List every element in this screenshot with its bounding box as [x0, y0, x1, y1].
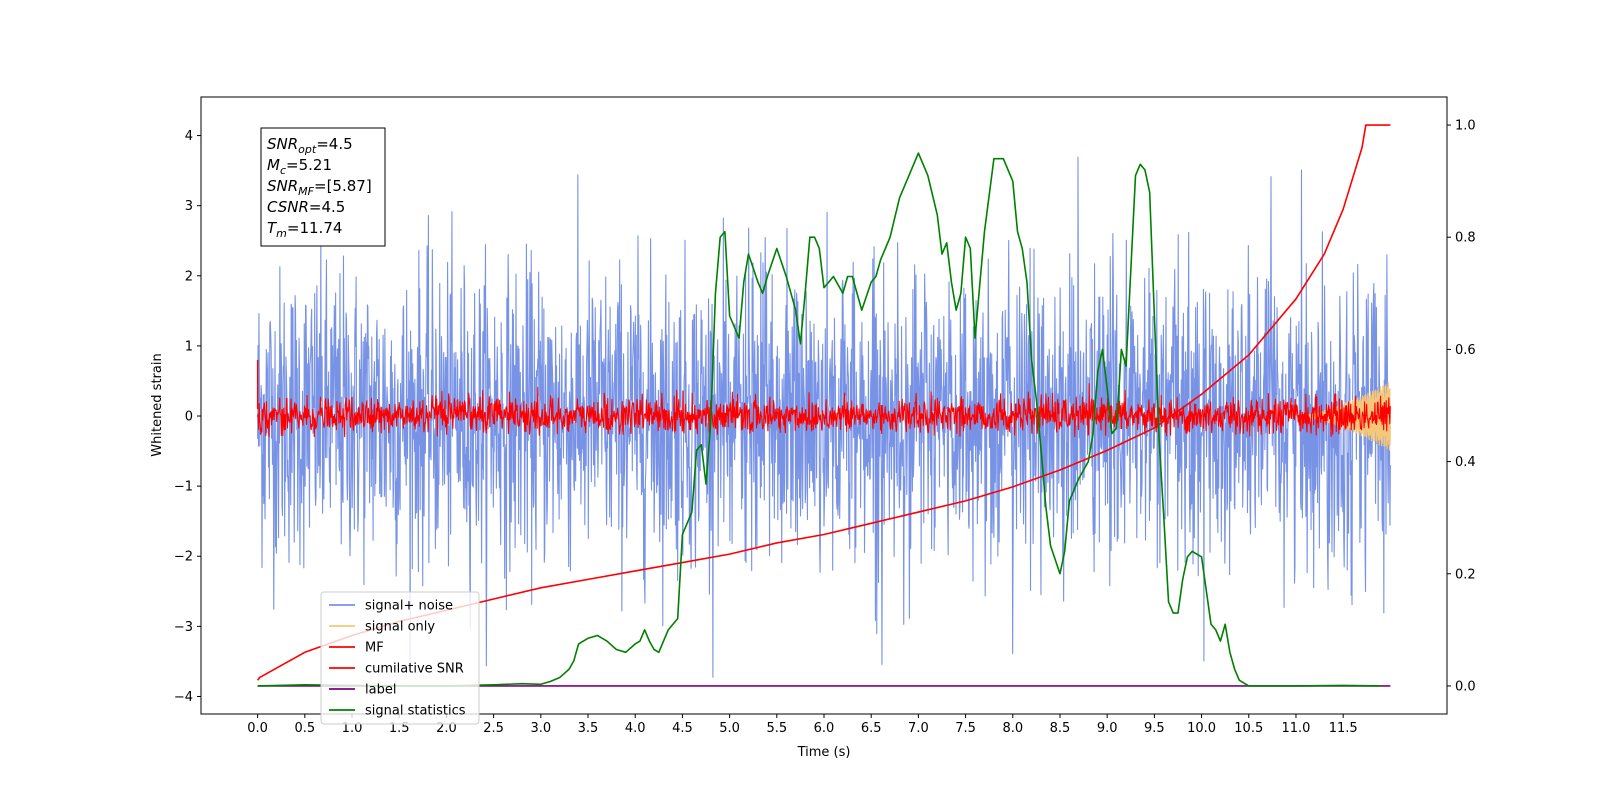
x-tick-label: 7.0 — [908, 721, 929, 736]
annotation-line: SNRopt=4.5 — [267, 135, 353, 156]
annotation-var: SNR — [267, 135, 298, 153]
y-axis-label: Whitened strain — [150, 353, 165, 456]
x-tick-label: 2.5 — [483, 721, 504, 736]
legend-entry: signal only — [365, 620, 435, 635]
y-right-tick-label: 0.2 — [1455, 567, 1476, 582]
annotation-sub: m — [276, 227, 287, 240]
annotation-line: Tm=11.74 — [267, 219, 342, 240]
x-tick-label: 11.0 — [1281, 721, 1310, 736]
series-line-0 — [257, 156, 1391, 678]
annotation-var: CSNR — [267, 198, 309, 216]
y-right-tick-label: 0.8 — [1455, 231, 1476, 246]
y-tick-label: 1 — [185, 339, 193, 354]
annotation-value: =5.21 — [286, 156, 332, 174]
x-axis: 0.0 0.5 1.0 1.5 2.0 2.5 3.0 3.5 4.0 4.5 5.0 5.5 6.0 6… — [247, 714, 1358, 736]
x-tick-label: 1.0 — [342, 721, 363, 736]
x-tick-label: 1.5 — [389, 721, 410, 736]
annotation-value: =4.5 — [316, 135, 352, 153]
annotation-line: SNRMF=[5.87] — [267, 177, 372, 198]
y-right-tick-label: 0.6 — [1455, 343, 1476, 358]
y-tick-label: 2 — [185, 269, 193, 284]
x-tick-label: 5.5 — [766, 721, 787, 736]
y-right-tick-label: 0.0 — [1455, 679, 1476, 694]
series-line-2 — [257, 382, 1391, 438]
x-tick-label: 6.0 — [814, 721, 835, 736]
x-tick-label: 7.5 — [955, 721, 976, 736]
x-tick-label: 3.0 — [530, 721, 551, 736]
x-tick-label: 9.5 — [1144, 721, 1165, 736]
y-axis-left: 4 3 2 1 0 −1 −2 −3 −4 — [174, 129, 201, 705]
annotation-line: CSNR=4.5 — [267, 198, 345, 216]
x-tick-label: 8.0 — [1002, 721, 1023, 736]
annotation-sub: c — [280, 164, 286, 177]
annotation-var: SNR — [267, 177, 298, 195]
x-tick-label: 10.0 — [1187, 721, 1216, 736]
y-tick-label: −2 — [174, 550, 193, 565]
annotation-box: SNRopt=4.5Mc=5.21SNRMF=[5.87]CSNR=4.5Tm=… — [260, 127, 386, 247]
legend-frame — [320, 591, 480, 725]
x-tick-label: 4.5 — [672, 721, 693, 736]
legend-entry: label — [365, 683, 396, 698]
x-tick-label: 0.5 — [294, 721, 315, 736]
series-line-5 — [257, 152, 1381, 687]
annotation-sub: MF — [298, 185, 314, 198]
y-tick-label: 0 — [185, 410, 193, 425]
x-tick-label: 0.0 — [247, 721, 268, 736]
y-right-tick-label: 0.4 — [1455, 455, 1476, 470]
y-tick-label: −1 — [174, 480, 193, 495]
legend-entry: signal statistics — [365, 704, 466, 719]
annotation-frame — [260, 127, 386, 247]
x-tick-label: 6.5 — [861, 721, 882, 736]
y-right-tick-label: 1.0 — [1455, 119, 1476, 134]
x-axis-label: Time (s) — [797, 745, 851, 760]
x-tick-label: 5.0 — [719, 721, 740, 736]
annotation-var: M — [267, 156, 280, 174]
x-tick-label: 4.0 — [625, 721, 646, 736]
y-tick-label: −3 — [174, 620, 193, 635]
y-tick-label: −4 — [174, 690, 193, 705]
annotation-value: =4.5 — [309, 198, 345, 216]
y-tick-label: 3 — [185, 199, 193, 214]
x-tick-label: 9.0 — [1097, 721, 1118, 736]
y-tick-label: 4 — [185, 129, 193, 144]
legend-entry: cumilative SNR — [365, 662, 464, 677]
x-tick-label: 8.5 — [1050, 721, 1071, 736]
annotation-value: =[5.87] — [314, 177, 372, 195]
annotation-line: Mc=5.21 — [267, 156, 332, 177]
x-tick-label: 11.5 — [1329, 721, 1358, 736]
x-tick-label: 10.5 — [1234, 721, 1263, 736]
x-tick-label: 2.0 — [436, 721, 457, 736]
legend: signal+ noise signal only MF cumilative SNR… — [320, 591, 480, 725]
annotation-sub: opt — [298, 143, 317, 156]
y-axis-right: 1.0 0.8 0.6 0.4 0.2 0.0 — [1447, 119, 1476, 694]
x-tick-label: 3.5 — [578, 721, 599, 736]
legend-entry: signal+ noise — [365, 599, 453, 614]
annotation-var: T — [267, 219, 278, 237]
annotation-value: =11.74 — [287, 219, 343, 237]
legend-entry: MF — [365, 641, 384, 656]
